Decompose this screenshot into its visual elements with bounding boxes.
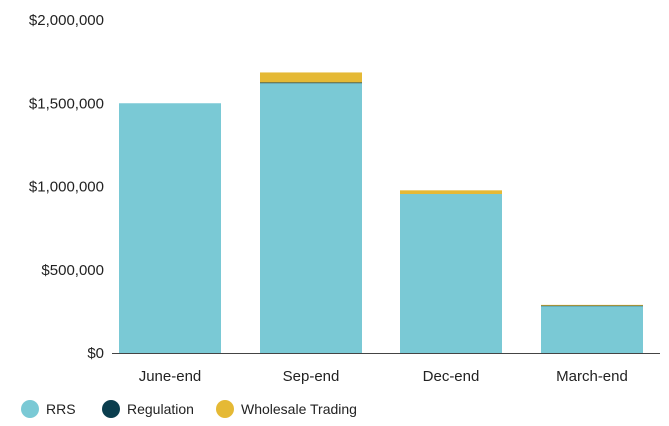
legend-label: RRS bbox=[46, 401, 76, 417]
bar-segment-rrs bbox=[260, 83, 362, 354]
y-tick-label: $1,000,000 bbox=[29, 179, 104, 196]
y-tick-label: $2,000,000 bbox=[29, 12, 104, 29]
bar-segment-regulation bbox=[260, 82, 362, 84]
y-tick-label: $500,000 bbox=[41, 262, 104, 279]
legend-label: Wholesale Trading bbox=[241, 401, 357, 417]
bar-segment-wholesale-trading bbox=[260, 72, 362, 83]
x-tick-label: June-end bbox=[139, 368, 202, 385]
legend-swatch bbox=[21, 400, 39, 418]
legend-swatch bbox=[216, 400, 234, 418]
y-tick-label: $1,500,000 bbox=[29, 95, 104, 112]
x-tick-label: Sep-end bbox=[283, 368, 340, 385]
bar-segment-wholesale-trading bbox=[400, 190, 502, 194]
legend-swatch bbox=[102, 400, 120, 418]
bar-segment-rrs bbox=[119, 103, 221, 353]
bar-segment-regulation bbox=[541, 305, 643, 307]
x-tick-label: March-end bbox=[556, 368, 628, 385]
legend-label: Regulation bbox=[127, 401, 194, 417]
bar-segment-rrs bbox=[541, 305, 643, 353]
bar-segment-rrs bbox=[400, 193, 502, 353]
y-tick-label: $0 bbox=[87, 345, 104, 362]
x-tick-label: Dec-end bbox=[423, 368, 480, 385]
bar-segment-wholesale-trading bbox=[541, 304, 643, 306]
